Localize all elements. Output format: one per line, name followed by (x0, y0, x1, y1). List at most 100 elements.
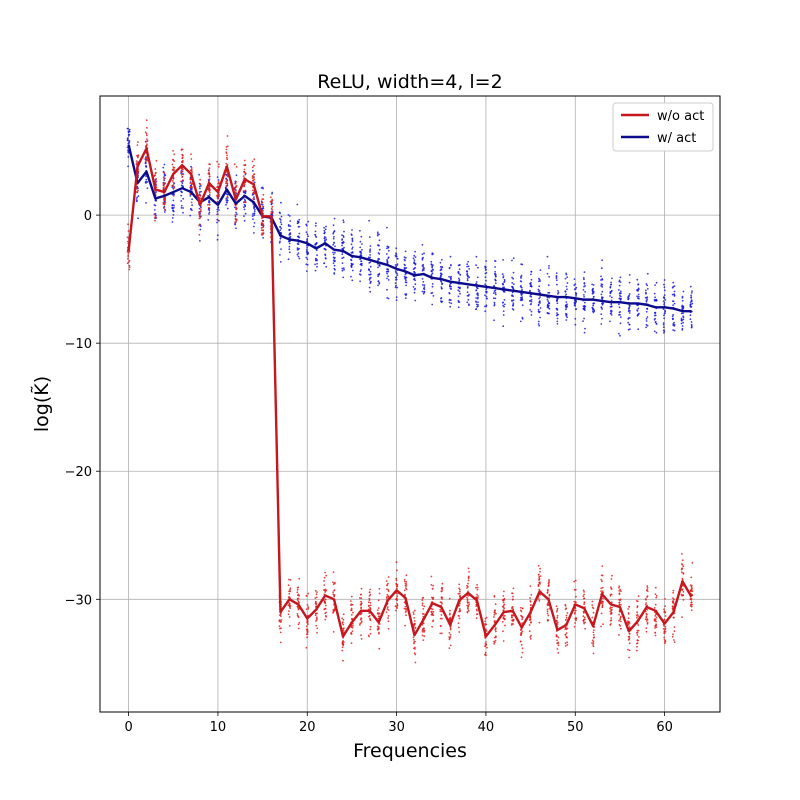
scatter-point (655, 594, 658, 597)
scatter-point (448, 597, 451, 600)
scatter-point (439, 608, 442, 611)
scatter-point (414, 661, 417, 664)
scatter-point (529, 600, 532, 602)
scatter-point (396, 585, 399, 588)
scatter-point (297, 616, 300, 619)
scatter-point (386, 593, 389, 596)
scatter-point (636, 611, 638, 614)
scatter-point (556, 302, 559, 305)
scatter-point (387, 609, 390, 611)
scatter-point (565, 306, 568, 309)
scatter-point (341, 646, 344, 649)
scatter-point (592, 611, 595, 614)
scatter-point (680, 312, 683, 315)
scatter-point (557, 292, 559, 295)
scatter-point (350, 264, 353, 267)
scatter-point (271, 198, 274, 201)
scatter-point (440, 258, 443, 261)
scatter-point (636, 649, 638, 652)
scatter-point (494, 611, 496, 614)
scatter-point (288, 603, 291, 606)
scatter-point (654, 632, 657, 634)
scatter-point (565, 285, 568, 288)
scatter-point (432, 264, 434, 267)
scatter-point (664, 309, 666, 312)
scatter-point (423, 613, 425, 616)
scatter-point (288, 592, 291, 595)
scatter-point (493, 613, 496, 616)
scatter-point (287, 604, 290, 607)
scatter-point (628, 638, 630, 641)
scatter-point (136, 199, 138, 202)
scatter-point (602, 623, 604, 625)
scatter-point (440, 287, 443, 290)
scatter-point (306, 604, 309, 606)
scatter-point (163, 186, 166, 188)
scatter-point (297, 252, 300, 255)
scatter-point (369, 245, 372, 247)
scatter-point (546, 272, 549, 275)
scatter-point (224, 186, 227, 189)
scatter-point (199, 240, 201, 242)
scatter-point (137, 195, 140, 198)
scatter-point (530, 594, 533, 596)
scatter-point (396, 602, 399, 605)
scatter-point (681, 553, 683, 555)
scatter-point (154, 168, 157, 170)
scatter-point (316, 632, 318, 634)
scatter-point (610, 601, 613, 604)
scatter-point (218, 163, 220, 166)
scatter-point (610, 290, 613, 292)
scatter-point (243, 159, 246, 162)
scatter-point (208, 190, 211, 192)
scatter-point (681, 319, 683, 321)
scatter-point (610, 578, 613, 580)
scatter-point (512, 283, 515, 285)
scatter-point (360, 634, 362, 637)
scatter-point (690, 584, 693, 587)
scatter-point (592, 304, 595, 307)
x-tick-label: 0 (124, 720, 132, 735)
scatter-point (682, 316, 685, 319)
scatter-point (253, 196, 255, 199)
scatter-point (503, 278, 506, 281)
scatter-point (333, 230, 336, 233)
scatter-point (459, 286, 461, 289)
scatter-point (360, 593, 362, 596)
scatter-point (539, 567, 541, 570)
scatter-point (180, 171, 183, 174)
scatter-point (566, 282, 569, 284)
scatter-point (394, 270, 397, 273)
scatter-point (494, 639, 497, 642)
scatter-point (458, 583, 461, 586)
scatter-point (468, 601, 470, 604)
scatter-point (315, 616, 318, 619)
scatter-point (610, 310, 612, 313)
scatter-point (457, 272, 460, 274)
scatter-point (457, 295, 460, 298)
scatter-point (555, 277, 558, 279)
scatter-point (395, 577, 398, 580)
scatter-point (610, 299, 613, 302)
scatter-point (332, 256, 335, 259)
scatter-point (261, 217, 263, 220)
scatter-point (296, 597, 299, 600)
scatter-point (199, 185, 202, 187)
scatter-point (217, 165, 220, 168)
scatter-point (583, 593, 585, 596)
scatter-point (225, 180, 228, 183)
scatter-point (386, 584, 388, 586)
scatter-point (628, 642, 631, 645)
scatter-point (485, 288, 488, 291)
scatter-point (350, 633, 353, 635)
scatter-point (663, 642, 666, 644)
scatter-point (601, 259, 603, 262)
scatter-point (583, 611, 585, 614)
scatter-point (573, 612, 576, 615)
scatter-point (574, 579, 577, 582)
scatter-point (628, 312, 631, 314)
scatter-point (566, 643, 569, 646)
scatter-point (655, 331, 658, 334)
scatter-point (645, 283, 648, 285)
scatter-point (307, 606, 310, 608)
